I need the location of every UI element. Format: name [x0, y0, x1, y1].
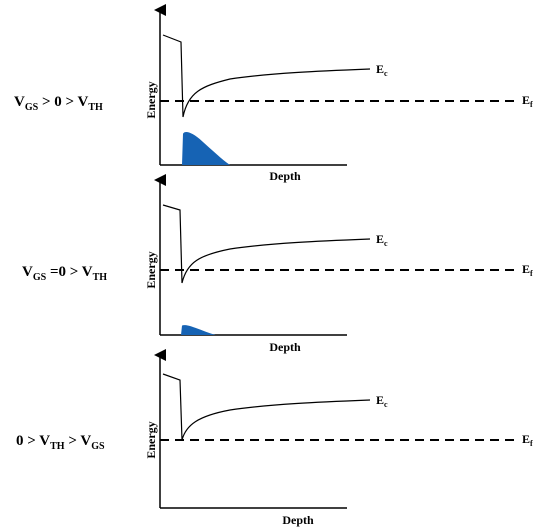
panel-2-conduction-band — [162, 204, 371, 284]
panel-2-ef-label: Ef — [522, 262, 533, 278]
panel-2: VGS =0 > VTH Ec Ef Depth Energy — [22, 174, 533, 354]
panel-2-ec-label: Ec — [376, 232, 388, 248]
panel-1-condition: VGS > 0 > VTH — [14, 94, 103, 113]
panel-3-ylabel: Energy — [144, 421, 158, 458]
panel-2-ylabel: Energy — [144, 251, 158, 288]
panel-2-xlabel: Depth — [269, 340, 301, 354]
panel-3-ec-label: Ec — [376, 393, 388, 409]
panel-1-ec-label: Ec — [376, 62, 388, 78]
panel-3-conduction-band — [162, 373, 371, 441]
panel-1-ylabel: Energy — [144, 81, 158, 118]
panel-1-electron-distribution — [182, 132, 230, 165]
panel-1-xlabel: Depth — [269, 169, 301, 183]
panel-3: 0 > VTH > VGS Ec Ef Depth Energy — [16, 349, 533, 527]
panel-1: VGS > 0 > VTH Ec Ef Depth Energy — [14, 4, 533, 183]
panel-3-xlabel: Depth — [282, 513, 314, 527]
panel-2-electron-distribution — [181, 325, 216, 335]
panel-1-conduction-band — [162, 34, 371, 118]
panel-1-ef-label: Ef — [522, 93, 533, 109]
panel-3-ef-label: Ef — [522, 432, 533, 448]
panel-2-condition: VGS =0 > VTH — [22, 264, 107, 283]
panel-3-condition: 0 > VTH > VGS — [16, 433, 105, 452]
